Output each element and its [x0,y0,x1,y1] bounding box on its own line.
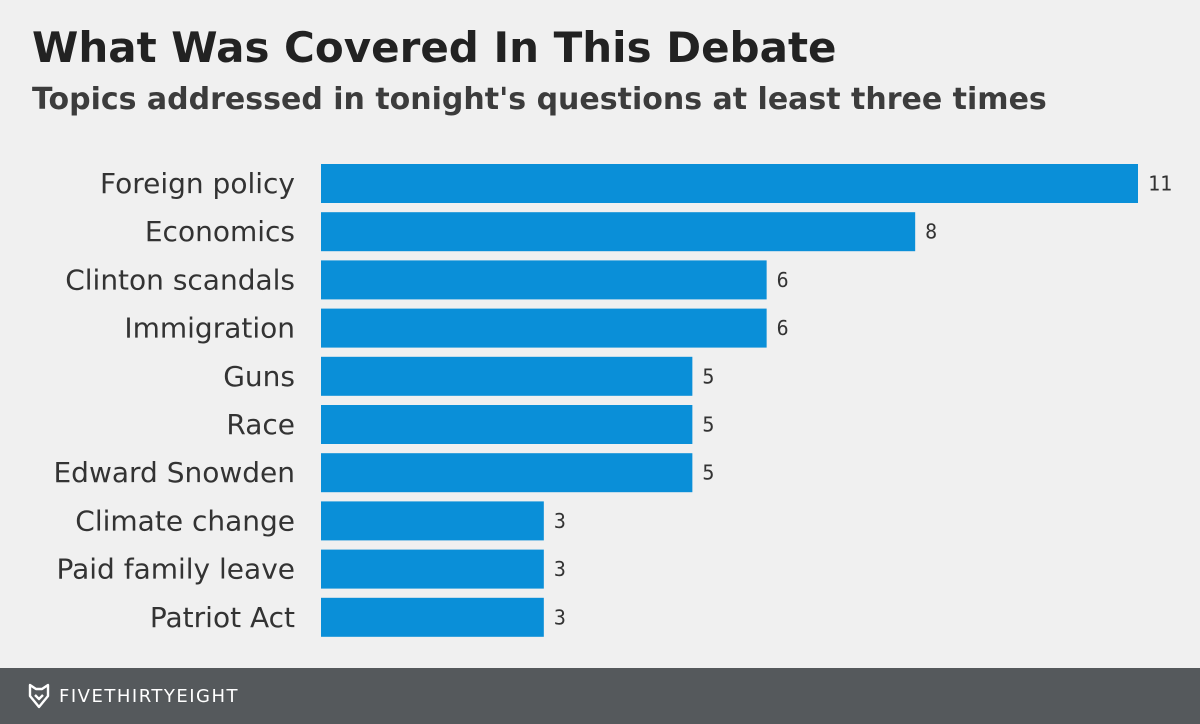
value-label-paid-family-leave: 3 [554,557,566,581]
footer-bar: FIVETHIRTYEIGHT [0,668,1200,724]
value-label-patriot-act: 3 [554,605,566,629]
value-label-edward-snowden: 5 [702,461,714,485]
category-label-clinton-scandals: Clinton scandals [65,263,295,296]
chart-title: What Was Covered In This Debate [32,23,837,72]
value-label-clinton-scandals: 6 [777,268,789,292]
bar-race [321,405,693,444]
category-label-race: Race [226,408,295,441]
bar-climate-change [321,501,544,541]
bar-economics [321,212,916,252]
category-label-guns: Guns [223,360,295,393]
category-label-economics: Economics [145,215,295,248]
fox-head-icon [28,683,50,709]
category-label-edward-snowden: Edward Snowden [53,456,295,489]
category-label-patriot-act: Patriot Act [150,601,295,634]
category-label-paid-family-leave: Paid family leave [56,553,295,586]
bar-chart: Foreign policy 11 Economics 8 Clinton scanda… [53,164,1172,637]
bar-edward-snowden [321,453,693,493]
bar-clinton-scandals [321,260,767,300]
bar-foreign-policy [321,164,1138,203]
category-label-foreign-policy: Foreign policy [100,167,295,200]
value-label-economics: 8 [925,220,937,244]
value-label-immigration: 6 [777,316,789,340]
category-label-climate-change: Climate change [75,504,295,537]
brand-name: FIVETHIRTYEIGHT [59,685,240,707]
chart-subtitle: Topics addressed in tonight's questions … [32,82,1047,117]
value-label-race: 5 [702,413,714,437]
bar-immigration [321,308,767,348]
value-label-guns: 5 [702,364,714,388]
category-label-immigration: Immigration [124,312,295,345]
bar-patriot-act [321,597,544,637]
bar-paid-family-leave [321,549,544,589]
value-label-foreign-policy: 11 [1148,172,1172,196]
bar-guns [321,356,693,396]
value-label-climate-change: 3 [554,509,566,533]
